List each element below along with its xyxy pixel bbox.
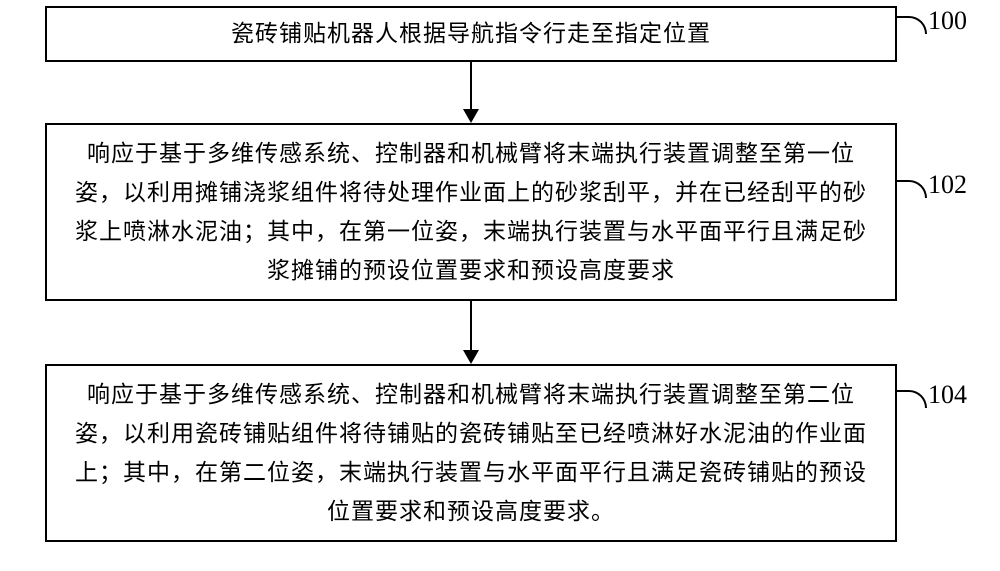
label-connector-102 [897,180,927,198]
flowchart-canvas: 瓷砖铺贴机器人根据导航指令行走至指定位置 100 响应于基于多维传感系统、控制器… [0,0,1000,571]
flowchart-node-102-label: 102 [928,170,967,200]
arrow-line [470,301,472,350]
flowchart-node-100: 瓷砖铺贴机器人根据导航指令行走至指定位置 [45,6,897,62]
flowchart-node-104-text: 响应于基于多维传感系统、控制器和机械臂将末端执行装置调整至第二位姿，以利用瓷砖铺… [65,375,877,531]
flowchart-node-104-label: 104 [928,380,967,410]
flowchart-arrow-102-104 [470,301,472,364]
flowchart-node-102-text: 响应于基于多维传感系统、控制器和机械臂将末端执行装置调整至第一位姿，以利用摊铺浇… [65,134,877,290]
arrow-line [470,62,472,109]
flowchart-node-104: 响应于基于多维传感系统、控制器和机械臂将末端执行装置调整至第二位姿，以利用瓷砖铺… [45,364,897,542]
flowchart-node-100-text: 瓷砖铺贴机器人根据导航指令行走至指定位置 [231,14,711,53]
flowchart-node-100-label: 100 [928,6,967,36]
flowchart-arrow-100-102 [470,62,472,123]
label-connector-104 [897,390,927,408]
label-connector-100 [897,16,927,34]
flowchart-node-102: 响应于基于多维传感系统、控制器和机械臂将末端执行装置调整至第一位姿，以利用摊铺浇… [45,123,897,301]
arrow-head-icon [463,350,479,364]
arrow-head-icon [463,109,479,123]
